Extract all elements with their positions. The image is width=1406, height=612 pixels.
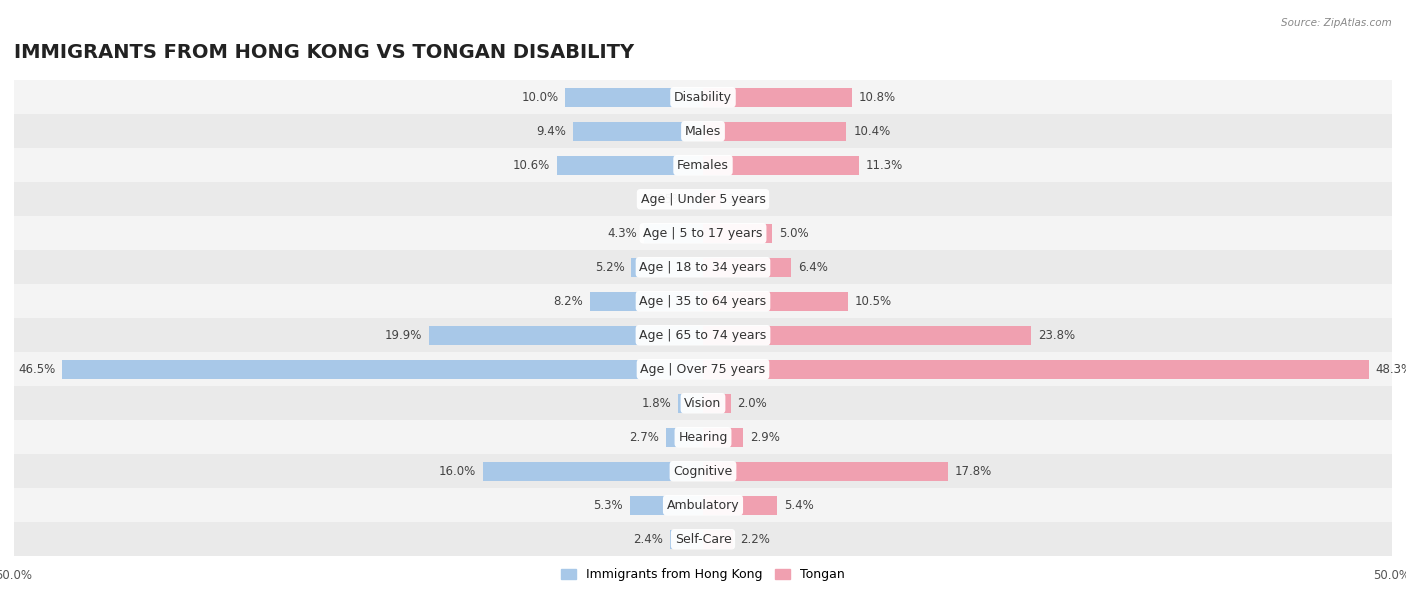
- Bar: [14, 216, 1392, 250]
- Bar: [703, 428, 742, 447]
- Text: 5.0%: 5.0%: [779, 226, 808, 240]
- Bar: [703, 258, 792, 277]
- Text: Age | 35 to 64 years: Age | 35 to 64 years: [640, 295, 766, 308]
- Bar: [14, 420, 1392, 454]
- Text: 1.3%: 1.3%: [728, 193, 758, 206]
- Text: 10.4%: 10.4%: [853, 125, 890, 138]
- Bar: [703, 292, 848, 310]
- Text: 2.2%: 2.2%: [740, 532, 770, 546]
- Bar: [14, 522, 1392, 556]
- Bar: [703, 394, 731, 412]
- Text: 10.6%: 10.6%: [513, 159, 550, 172]
- Bar: [14, 114, 1392, 148]
- Bar: [14, 488, 1392, 522]
- Bar: [574, 122, 703, 141]
- Text: Self-Care: Self-Care: [675, 532, 731, 546]
- Text: 2.7%: 2.7%: [628, 431, 659, 444]
- Bar: [631, 258, 703, 277]
- Text: Age | Under 5 years: Age | Under 5 years: [641, 193, 765, 206]
- Text: Age | 5 to 17 years: Age | 5 to 17 years: [644, 226, 762, 240]
- Bar: [703, 88, 852, 106]
- Text: 2.9%: 2.9%: [749, 431, 780, 444]
- Bar: [630, 496, 703, 515]
- Bar: [14, 353, 1392, 386]
- Bar: [703, 530, 734, 548]
- Text: IMMIGRANTS FROM HONG KONG VS TONGAN DISABILITY: IMMIGRANTS FROM HONG KONG VS TONGAN DISA…: [14, 43, 634, 62]
- Bar: [429, 326, 703, 345]
- Bar: [565, 88, 703, 106]
- Bar: [14, 148, 1392, 182]
- Text: 46.5%: 46.5%: [18, 363, 55, 376]
- Text: Disability: Disability: [673, 91, 733, 104]
- Bar: [703, 326, 1031, 345]
- Bar: [703, 190, 721, 209]
- Bar: [14, 284, 1392, 318]
- Text: Source: ZipAtlas.com: Source: ZipAtlas.com: [1281, 18, 1392, 28]
- Text: 0.95%: 0.95%: [645, 193, 683, 206]
- Bar: [14, 182, 1392, 216]
- Bar: [62, 360, 703, 379]
- Bar: [14, 386, 1392, 420]
- Bar: [14, 80, 1392, 114]
- Text: 8.2%: 8.2%: [554, 295, 583, 308]
- Text: 1.8%: 1.8%: [641, 397, 671, 410]
- Text: 9.4%: 9.4%: [537, 125, 567, 138]
- Text: Vision: Vision: [685, 397, 721, 410]
- Bar: [703, 496, 778, 515]
- Text: Hearing: Hearing: [678, 431, 728, 444]
- Bar: [678, 394, 703, 412]
- Text: Females: Females: [678, 159, 728, 172]
- Text: 6.4%: 6.4%: [799, 261, 828, 274]
- Text: 16.0%: 16.0%: [439, 465, 475, 478]
- Bar: [14, 250, 1392, 284]
- Text: Age | 65 to 74 years: Age | 65 to 74 years: [640, 329, 766, 341]
- Text: 11.3%: 11.3%: [866, 159, 903, 172]
- Text: 2.4%: 2.4%: [633, 532, 664, 546]
- Bar: [644, 224, 703, 242]
- Text: 5.3%: 5.3%: [593, 499, 623, 512]
- Text: Males: Males: [685, 125, 721, 138]
- Text: Age | 18 to 34 years: Age | 18 to 34 years: [640, 261, 766, 274]
- Text: Age | Over 75 years: Age | Over 75 years: [641, 363, 765, 376]
- Bar: [703, 224, 772, 242]
- Text: 17.8%: 17.8%: [955, 465, 993, 478]
- Bar: [557, 156, 703, 174]
- Bar: [591, 292, 703, 310]
- Bar: [690, 190, 703, 209]
- Text: Cognitive: Cognitive: [673, 465, 733, 478]
- Bar: [14, 318, 1392, 353]
- Bar: [703, 156, 859, 174]
- Text: 5.4%: 5.4%: [785, 499, 814, 512]
- Bar: [482, 462, 703, 480]
- Text: Ambulatory: Ambulatory: [666, 499, 740, 512]
- Text: 48.3%: 48.3%: [1375, 363, 1406, 376]
- Text: 10.5%: 10.5%: [855, 295, 891, 308]
- Bar: [703, 122, 846, 141]
- Bar: [14, 454, 1392, 488]
- Text: 19.9%: 19.9%: [384, 329, 422, 341]
- Legend: Immigrants from Hong Kong, Tongan: Immigrants from Hong Kong, Tongan: [557, 563, 849, 586]
- Bar: [703, 462, 948, 480]
- Text: 23.8%: 23.8%: [1038, 329, 1076, 341]
- Text: 10.8%: 10.8%: [859, 91, 896, 104]
- Bar: [666, 428, 703, 447]
- Bar: [703, 360, 1368, 379]
- Bar: [669, 530, 703, 548]
- Text: 5.2%: 5.2%: [595, 261, 624, 274]
- Text: 10.0%: 10.0%: [522, 91, 558, 104]
- Text: 2.0%: 2.0%: [738, 397, 768, 410]
- Text: 4.3%: 4.3%: [607, 226, 637, 240]
